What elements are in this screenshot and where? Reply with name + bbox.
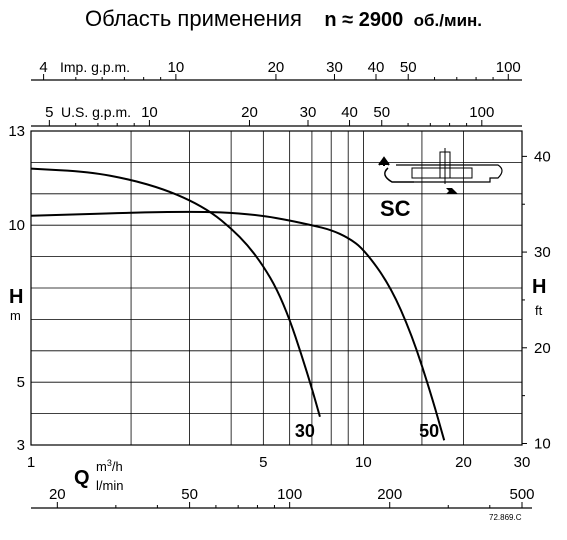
imp-gpm-tick-label: 20 [268, 59, 285, 76]
title-unit: об./мин. [413, 11, 483, 30]
us-gpm-tick-label: 40 [341, 104, 358, 121]
us-gpm-tick-label: 10 [141, 104, 158, 121]
us-gpm-tick-label: 50 [373, 104, 390, 121]
us-gpm-tick-label: 100 [469, 104, 494, 121]
imp-gpm-tick-label: 30 [326, 59, 343, 76]
us-gpm-tick-label: 20 [241, 104, 258, 121]
q-m3h-tick-label: 1 [27, 454, 35, 471]
h-ft-axis-label: H [532, 276, 546, 298]
h-m-tick-label: 10 [8, 217, 25, 234]
q-m3h-tick-label: 10 [355, 454, 372, 471]
h-m-tick-label: 5 [17, 374, 25, 391]
q-m3h-tick-label: 20 [455, 454, 472, 471]
q-lmin-tick-label: 20 [49, 486, 66, 503]
title-speed: n ≈ 2900 [324, 9, 404, 31]
curve-label-30: 30 [295, 421, 315, 441]
q-lmin-unit-label: l/min [96, 478, 123, 493]
us-gpm-axis-label: U.S. g.p.m. [61, 104, 131, 120]
pump-curves [30, 167, 446, 441]
q-lmin-tick-label: 500 [509, 486, 534, 503]
imp-gpm-axis-label: Imp. g.p.m. [60, 59, 130, 75]
h-m-tick-label: 3 [17, 437, 25, 454]
figure-id: 72.869.C [489, 513, 522, 522]
imp-gpm-tick-label: 50 [400, 59, 417, 76]
q-axis-label: Q [74, 467, 90, 489]
axes [30, 74, 532, 509]
h-ft-unit-label: ft [535, 303, 543, 318]
h-ft-tick-label: 10 [534, 435, 551, 452]
grid-lines [30, 130, 523, 446]
h-m-axis-label: H [9, 286, 23, 308]
h-ft-tick-label: 40 [534, 148, 551, 165]
h-m-unit-label: m [10, 308, 21, 323]
pump-curve-50 [30, 210, 446, 441]
q-m3h-tick-label: 30 [514, 454, 531, 471]
imp-gpm-tick-label: 4 [39, 59, 47, 76]
chart-title: Область применения n ≈ 2900 об./мин. [0, 6, 567, 32]
pump-model-label: SC [380, 196, 411, 221]
us-gpm-tick-label: 30 [300, 104, 317, 121]
q-m3h-unit-label: m3/h [96, 458, 123, 474]
axis-labels: 4 10 20 30 40 50 100 Imp. g.p.m. 5 10 20 30 40 50 100 U… [8, 59, 550, 503]
pump-schematic-icon [378, 148, 503, 194]
imp-gpm-tick-label: 40 [368, 59, 385, 76]
h-ft-tick-label: 20 [534, 340, 551, 357]
pump-curve-30 [30, 167, 321, 418]
h-m-tick-label: 13 [8, 123, 25, 140]
us-gpm-tick-label: 5 [45, 104, 53, 121]
q-lmin-tick-label: 100 [277, 486, 302, 503]
imp-gpm-tick-label: 100 [496, 59, 521, 76]
plot-border [30, 130, 523, 446]
imp-gpm-tick-label: 10 [168, 59, 185, 76]
title-main: Область применения [84, 6, 302, 31]
h-ft-tick-label: 30 [534, 244, 551, 261]
q-lmin-tick-label: 200 [377, 486, 402, 503]
q-lmin-tick-label: 50 [181, 486, 198, 503]
q-m3h-tick-label: 5 [259, 454, 267, 471]
curve-label-50: 50 [419, 421, 439, 441]
